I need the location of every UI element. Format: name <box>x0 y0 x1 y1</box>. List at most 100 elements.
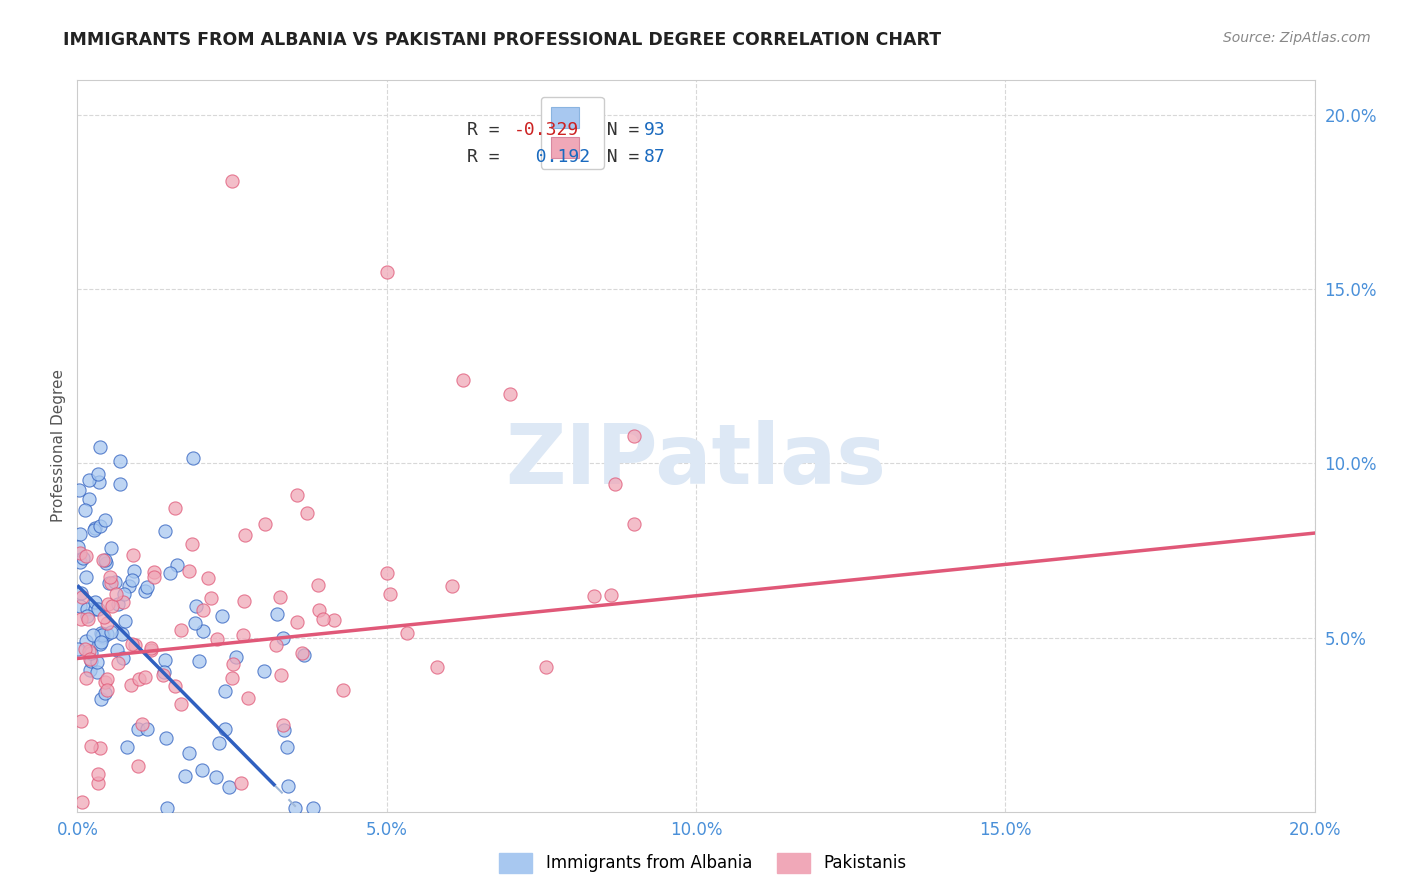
Point <box>270 668 292 682</box>
Point <box>69 546 91 560</box>
Point <box>380 587 402 601</box>
Point <box>623 516 645 531</box>
Point <box>108 454 131 468</box>
Point <box>266 607 288 621</box>
Point <box>205 770 228 784</box>
Point <box>79 651 101 665</box>
Point <box>91 630 114 644</box>
Point <box>108 476 131 491</box>
Point <box>190 763 212 777</box>
Point <box>91 627 114 641</box>
Point <box>127 759 149 773</box>
Point <box>135 580 157 594</box>
Point <box>86 655 108 669</box>
Point <box>264 638 287 652</box>
Point <box>110 627 132 641</box>
Point <box>332 682 354 697</box>
Point <box>118 579 141 593</box>
Point <box>143 570 166 584</box>
Point <box>84 521 107 535</box>
Point <box>229 776 252 790</box>
Point <box>600 588 623 602</box>
Text: 0.192: 0.192 <box>515 147 591 166</box>
Point <box>180 536 202 550</box>
Point <box>426 660 449 674</box>
Point <box>90 635 112 649</box>
Point <box>152 667 174 681</box>
Point <box>69 555 91 569</box>
Point <box>165 679 187 693</box>
Point <box>534 660 557 674</box>
Point <box>121 574 143 588</box>
Point <box>284 801 307 815</box>
Point <box>184 616 207 631</box>
Point <box>214 722 236 736</box>
Text: 87: 87 <box>644 147 666 166</box>
Point <box>269 590 291 604</box>
Point <box>214 684 236 698</box>
Point <box>233 593 256 607</box>
Point <box>193 603 215 617</box>
Point <box>170 697 193 711</box>
Point <box>90 626 112 640</box>
Point <box>91 628 114 642</box>
Point <box>66 641 89 656</box>
Point <box>94 513 117 527</box>
Point <box>80 646 103 660</box>
Point <box>186 599 208 613</box>
Point <box>96 683 118 698</box>
Point <box>285 615 308 629</box>
Text: -0.329: -0.329 <box>515 120 579 138</box>
Point <box>122 548 145 562</box>
Point <box>155 653 177 667</box>
Point <box>77 491 100 506</box>
Point <box>89 440 111 454</box>
Point <box>67 540 90 554</box>
Point <box>89 637 111 651</box>
Point <box>225 650 247 665</box>
Point <box>233 528 256 542</box>
Point <box>221 671 243 685</box>
Point <box>93 610 115 624</box>
Point <box>166 558 188 572</box>
Point <box>94 556 117 570</box>
Point <box>236 691 259 706</box>
Point <box>83 595 105 609</box>
Point <box>112 651 135 665</box>
Point <box>153 524 176 538</box>
Point <box>104 587 127 601</box>
Point <box>375 566 398 580</box>
Point <box>98 570 121 584</box>
Point <box>177 564 200 578</box>
Point <box>86 467 108 481</box>
Point <box>277 779 299 793</box>
Point <box>121 636 143 650</box>
Point <box>114 587 136 601</box>
Point <box>89 519 111 533</box>
Point <box>177 746 200 760</box>
Point <box>89 741 111 756</box>
Point <box>83 523 105 537</box>
Point <box>163 500 186 515</box>
Point <box>440 579 463 593</box>
Point <box>79 474 101 488</box>
Point <box>96 672 118 686</box>
Text: 93: 93 <box>644 120 666 138</box>
Point <box>295 506 318 520</box>
Point <box>191 624 214 639</box>
Point <box>70 612 93 626</box>
Point <box>302 801 325 815</box>
Point <box>87 767 110 781</box>
Point <box>69 526 91 541</box>
Point <box>70 586 93 600</box>
Point <box>97 576 120 591</box>
Point <box>188 654 211 668</box>
Y-axis label: Professional Degree: Professional Degree <box>51 369 66 523</box>
Point <box>69 599 91 613</box>
Point <box>80 739 103 753</box>
Point <box>97 598 120 612</box>
Point <box>134 584 156 599</box>
Point <box>271 632 294 646</box>
Point <box>75 634 97 648</box>
Point <box>100 541 122 556</box>
